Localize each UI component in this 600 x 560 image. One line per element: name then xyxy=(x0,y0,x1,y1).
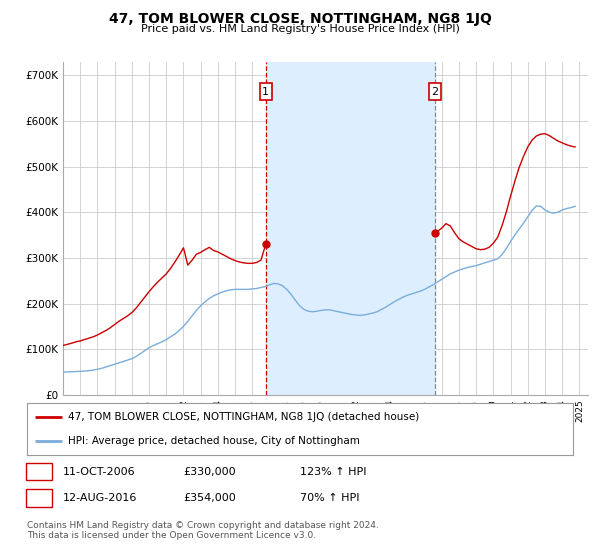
Bar xyxy=(266,62,435,395)
Text: 2: 2 xyxy=(431,87,439,97)
Text: 12-AUG-2016: 12-AUG-2016 xyxy=(63,493,137,503)
Text: £330,000: £330,000 xyxy=(183,466,236,477)
Text: 11-OCT-2006: 11-OCT-2006 xyxy=(63,466,136,477)
Text: 47, TOM BLOWER CLOSE, NOTTINGHAM, NG8 1JQ: 47, TOM BLOWER CLOSE, NOTTINGHAM, NG8 1J… xyxy=(109,12,491,26)
Text: 47, TOM BLOWER CLOSE, NOTTINGHAM, NG8 1JQ (detached house): 47, TOM BLOWER CLOSE, NOTTINGHAM, NG8 1J… xyxy=(68,412,419,422)
Text: £354,000: £354,000 xyxy=(183,493,236,503)
Bar xyxy=(260,83,272,100)
Text: 123% ↑ HPI: 123% ↑ HPI xyxy=(300,466,367,477)
Text: 2: 2 xyxy=(35,493,43,503)
Text: HPI: Average price, detached house, City of Nottingham: HPI: Average price, detached house, City… xyxy=(68,436,360,446)
Text: 1: 1 xyxy=(35,466,43,477)
Bar xyxy=(429,83,441,100)
Text: Contains HM Land Registry data © Crown copyright and database right 2024.
This d: Contains HM Land Registry data © Crown c… xyxy=(27,521,379,540)
Text: 1: 1 xyxy=(262,87,269,97)
Text: Price paid vs. HM Land Registry's House Price Index (HPI): Price paid vs. HM Land Registry's House … xyxy=(140,24,460,34)
Text: 70% ↑ HPI: 70% ↑ HPI xyxy=(300,493,359,503)
